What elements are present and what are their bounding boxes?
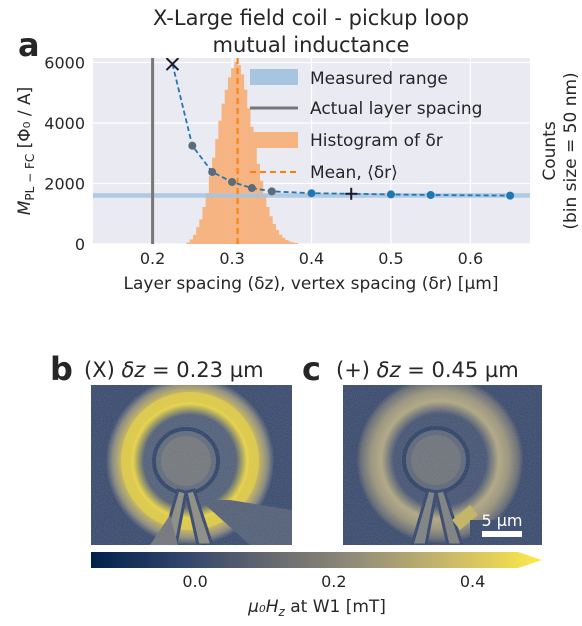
y-tick-label-2: 4000 <box>44 114 85 133</box>
histogram-bar-34 <box>294 243 299 244</box>
histogram-bar-30 <box>281 237 286 244</box>
panel-label-a: a <box>18 26 40 64</box>
histogram-bar-27 <box>272 223 276 244</box>
colorbar-tick-label-2: 0.4 <box>460 572 485 591</box>
data-point-10 <box>506 191 515 200</box>
histogram-bar-6 <box>205 193 210 244</box>
panel-c-title: (+) δz = 0.45 µm <box>336 358 519 382</box>
histogram-bar-31 <box>285 239 289 244</box>
histogram-bar-9 <box>215 139 219 244</box>
legend-label-mean: Mean, ⟨δr⟩ <box>310 163 398 183</box>
y-axis-label: MPL − FC [Φ₀ / A] <box>15 87 37 216</box>
histogram-bar-0 <box>186 242 191 244</box>
x-tick-label-2: 0.4 <box>299 249 324 268</box>
data-point-4 <box>247 184 256 193</box>
histogram-bar-22 <box>256 163 261 244</box>
histogram-bar-8 <box>212 157 216 244</box>
marker-x <box>165 58 180 71</box>
y-ticks: 0 2000 4000 6000 <box>44 54 85 254</box>
histogram-bar-16 <box>237 65 241 244</box>
chart-title: X-Large field coil - pickup loop <box>153 6 469 30</box>
data-point-3 <box>228 178 237 186</box>
x-tick-label-4: 0.6 <box>458 249 483 268</box>
x-ticks: 0.2 0.3 0.4 0.5 0.6 <box>140 249 483 268</box>
colorbar-ticks: 0.0 0.2 0.4 <box>182 572 485 591</box>
x-tick-label-3: 0.5 <box>378 249 403 268</box>
chart-subtitle: mutual inductance <box>213 33 410 57</box>
histogram-bar-5 <box>202 206 206 244</box>
data-point-5 <box>267 187 276 196</box>
histogram-bar-32 <box>288 241 292 244</box>
y-tick-label-3: 6000 <box>44 54 85 73</box>
x-axis-label: Layer spacing (δz), vertex spacing (δr) … <box>124 274 499 294</box>
x-tick-label-1: 0.3 <box>219 249 244 268</box>
marker-x-stroke-2 <box>165 58 180 71</box>
histogram-bar-4 <box>199 219 203 244</box>
histogram-bar-17 <box>240 74 245 244</box>
histogram-bar-12 <box>224 89 229 244</box>
histogram-bar-18 <box>243 89 248 244</box>
data-point-8 <box>386 190 395 199</box>
histogram-bar-25 <box>266 206 270 244</box>
colorbar-tick-label-0: 0.0 <box>182 572 207 591</box>
histogram-bar-33 <box>291 242 295 244</box>
legend-swatch-histogram <box>250 132 298 148</box>
histogram-bar-19 <box>246 108 251 244</box>
legend: Measured range Actual layer spacing Hist… <box>250 69 482 183</box>
panel-label-c: c <box>302 350 321 388</box>
x-tick-label-0: 0.2 <box>140 249 165 268</box>
data-point-6 <box>307 189 316 198</box>
histogram-bar-24 <box>262 194 267 244</box>
histogram <box>186 62 299 244</box>
colorbar-tick-label-1: 0.2 <box>321 572 346 591</box>
legend-label-actual: Actual layer spacing <box>310 99 482 119</box>
histogram-bar-2 <box>192 234 197 244</box>
histogram-bar-14 <box>231 68 235 244</box>
colorbar-label: µ₀Hz at W1 [mT] <box>247 597 386 619</box>
heatmap-c: 5 µm <box>343 385 542 545</box>
histogram-bar-1 <box>189 239 194 244</box>
y-tick-label-1: 2000 <box>44 175 85 194</box>
panel-b-title: (X) δz = 0.23 µm <box>84 358 264 382</box>
marker-plus <box>345 187 358 200</box>
data-point-9 <box>426 191 435 200</box>
histogram-bar-3 <box>196 227 200 244</box>
histogram-bar-26 <box>269 216 273 244</box>
histogram-bar-29 <box>278 234 283 244</box>
scale-bar <box>482 531 522 537</box>
y-tick-label-0: 0 <box>75 235 85 254</box>
colorbar: 0.0 0.2 0.4 µ₀Hz at W1 [mT] <box>91 552 542 619</box>
data-point-2 <box>208 168 217 177</box>
histogram-bar-7 <box>208 176 213 244</box>
y2-axis-label-line1: Counts <box>540 121 560 180</box>
histogram-bar-13 <box>227 77 232 244</box>
y2-axis-label-line2: (bin size = 50 nm) <box>561 72 581 229</box>
heatmap-b <box>91 385 292 545</box>
series-line <box>165 58 515 200</box>
panel-label-b: b <box>50 350 73 388</box>
colorbar-gradient <box>91 552 542 568</box>
legend-label-measured: Measured range <box>310 69 448 89</box>
histogram-bar-15 <box>234 62 238 244</box>
scale-bar-label: 5 µm <box>481 511 522 530</box>
histogram-bar-11 <box>221 103 226 244</box>
legend-swatch-measured <box>250 69 298 85</box>
histogram-bar-10 <box>218 120 222 244</box>
legend-label-histogram: Histogram of δr <box>310 131 443 151</box>
histogram-bar-28 <box>275 230 280 244</box>
data-point-1 <box>188 141 197 150</box>
histogram-bar-23 <box>259 180 264 244</box>
